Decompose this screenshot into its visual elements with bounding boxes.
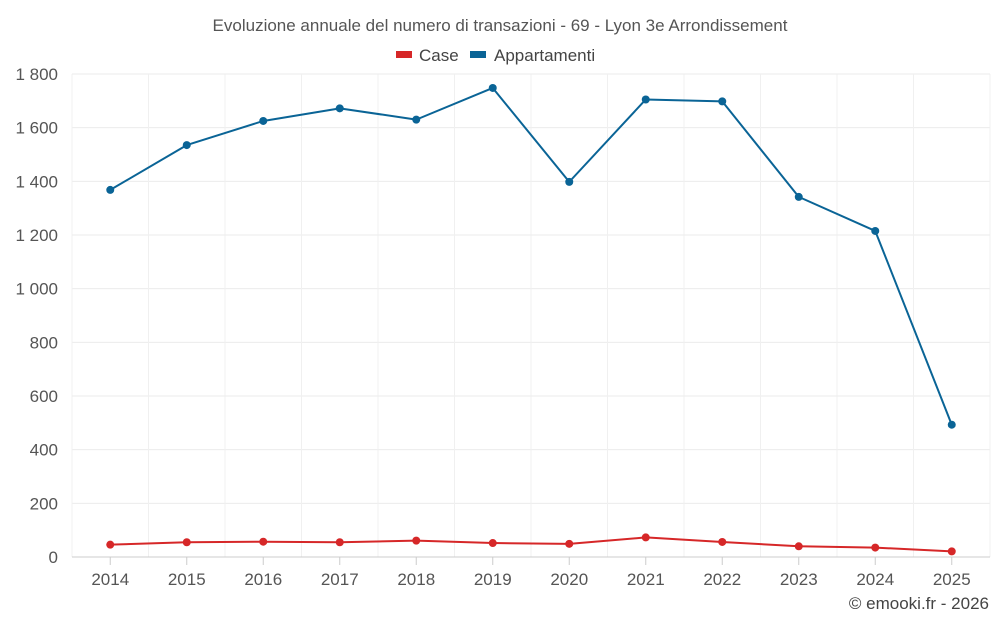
x-tick-label: 2016 — [244, 570, 282, 589]
legend-swatch-case — [396, 51, 412, 58]
legend-swatch-appartamenti — [470, 51, 486, 58]
y-tick-label: 0 — [49, 548, 58, 567]
x-tick-label: 2014 — [91, 570, 129, 589]
x-tick-label: 2024 — [856, 570, 894, 589]
data-point-appartamenti[interactable] — [794, 192, 803, 201]
legend-item-appartamenti[interactable]: Appartamenti — [470, 46, 595, 65]
data-point-appartamenti[interactable] — [259, 116, 268, 125]
x-tick-label: 2019 — [474, 570, 512, 589]
legend-label-case: Case — [419, 46, 459, 65]
data-point-appartamenti[interactable] — [641, 95, 650, 104]
series-appartamenti — [106, 83, 956, 429]
y-tick-label: 1 800 — [15, 65, 58, 84]
y-tick-label: 800 — [30, 333, 58, 352]
x-tick-label: 2025 — [933, 570, 971, 589]
x-tick-label: 2022 — [703, 570, 741, 589]
data-point-appartamenti[interactable] — [565, 177, 574, 186]
series-line-case — [110, 536, 952, 553]
data-point-case[interactable] — [641, 533, 650, 542]
y-tick-label: 1 000 — [15, 280, 58, 299]
x-tick-label: 2018 — [397, 570, 435, 589]
data-point-case[interactable] — [106, 540, 115, 549]
x-tick-label: 2020 — [550, 570, 588, 589]
y-tick-label: 600 — [30, 387, 58, 406]
x-tick-label: 2023 — [780, 570, 818, 589]
x-tick-label: 2015 — [168, 570, 206, 589]
legend-item-case[interactable]: Case — [396, 46, 459, 65]
data-point-appartamenti[interactable] — [106, 185, 115, 194]
axes: 0 200 400 600 800 1 000 1 200 1 400 1 600 1 800 20… — [15, 65, 990, 589]
data-point-case[interactable] — [871, 543, 880, 552]
y-tick-label: 400 — [30, 441, 58, 460]
x-tick-label: 2017 — [321, 570, 359, 589]
data-point-case[interactable] — [794, 542, 803, 551]
x-tick-label: 2021 — [627, 570, 665, 589]
legend-label-appartamenti: Appartamenti — [494, 46, 595, 65]
y-tick-label: 1 200 — [15, 226, 58, 245]
y-tick-label: 200 — [30, 494, 58, 513]
series-line-appartamenti — [109, 86, 953, 426]
data-point-case[interactable] — [182, 538, 191, 547]
series-case — [106, 533, 956, 556]
data-point-case[interactable] — [565, 539, 574, 548]
data-point-appartamenti[interactable] — [182, 141, 191, 150]
data-point-case[interactable] — [947, 547, 956, 556]
data-point-appartamenti[interactable] — [488, 83, 497, 92]
data-point-appartamenti[interactable] — [718, 97, 727, 106]
data-point-case[interactable] — [259, 537, 268, 546]
legend: Case Appartamenti — [396, 46, 595, 65]
series-group — [106, 83, 956, 556]
data-point-appartamenti[interactable] — [871, 226, 880, 235]
grid — [71, 73, 991, 557]
y-tick-label: 1 600 — [15, 119, 58, 138]
credit-text: © emooki.fr - 2026 — [849, 594, 989, 613]
data-point-case[interactable] — [335, 538, 344, 547]
data-point-appartamenti[interactable] — [947, 420, 956, 429]
data-point-appartamenti[interactable] — [335, 104, 344, 113]
y-tick-label: 1 400 — [15, 172, 58, 191]
data-point-appartamenti[interactable] — [412, 115, 421, 124]
data-point-case[interactable] — [412, 536, 421, 545]
data-point-case[interactable] — [718, 537, 727, 546]
data-point-case[interactable] — [488, 539, 497, 548]
chart-title: Evoluzione annuale del numero di transaz… — [213, 16, 788, 35]
